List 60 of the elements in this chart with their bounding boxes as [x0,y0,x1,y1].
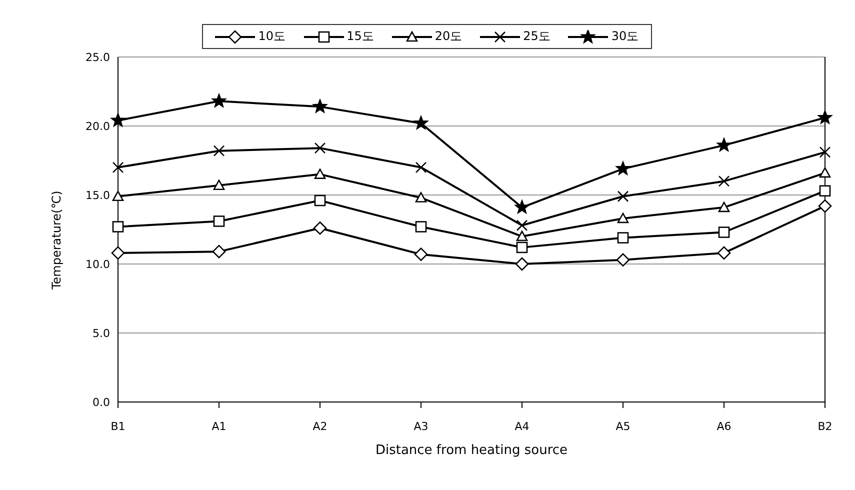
x-tick-label: A5 [616,420,630,433]
point [716,138,732,152]
point [717,246,731,260]
legend-label: 25도 [522,28,550,45]
point [112,162,124,174]
point [515,257,529,271]
x-tick-label: A3 [414,420,428,433]
x-tick-label: B1 [110,420,126,433]
point [617,232,629,244]
point [617,212,629,224]
point [313,221,327,235]
point [818,110,832,124]
point [616,253,630,267]
x-tick-label: A1 [212,420,226,433]
point [819,167,831,178]
point [415,221,427,232]
point [314,194,326,206]
point [516,220,528,232]
point [718,202,730,212]
point [516,242,528,254]
x-axis-title: Distance from heating source [375,443,568,458]
point [818,199,832,213]
point [415,192,427,202]
point [213,145,225,156]
x-tick-label: B2 [818,420,832,433]
y-tick-label: 0.0 [92,396,110,409]
legend-label: 15도 [346,28,374,45]
point [312,99,328,113]
y-axis-title: Temperature(℃) [49,190,64,290]
point [415,162,427,174]
x-tick-label: A6 [716,420,732,433]
point [616,161,630,175]
point [414,116,428,130]
y-tick-label: 25.0 [86,50,110,64]
x-tick-label: A2 [312,420,328,433]
y-tick-label: 5.0 [92,326,110,340]
legend-label: 20도 [434,28,462,45]
point [110,112,126,127]
point [617,190,629,202]
point [414,248,428,261]
point [718,176,730,187]
point [516,230,528,242]
point [819,185,831,197]
y-tick-label: 10.0 [86,258,110,271]
point [213,180,225,190]
x-tick-label: A4 [514,420,530,433]
point [213,216,225,227]
y-tick-label: 15.0 [86,188,110,202]
point [212,94,226,108]
y-tick-label: 20.0 [86,120,110,133]
legend-label: 10도 [257,28,286,45]
point [819,146,831,158]
point [314,142,326,154]
point [212,244,226,258]
legend-label: 30도 [610,28,639,45]
point [514,200,530,214]
point [112,221,124,232]
point [111,246,125,260]
point [718,226,730,238]
point [314,168,326,179]
